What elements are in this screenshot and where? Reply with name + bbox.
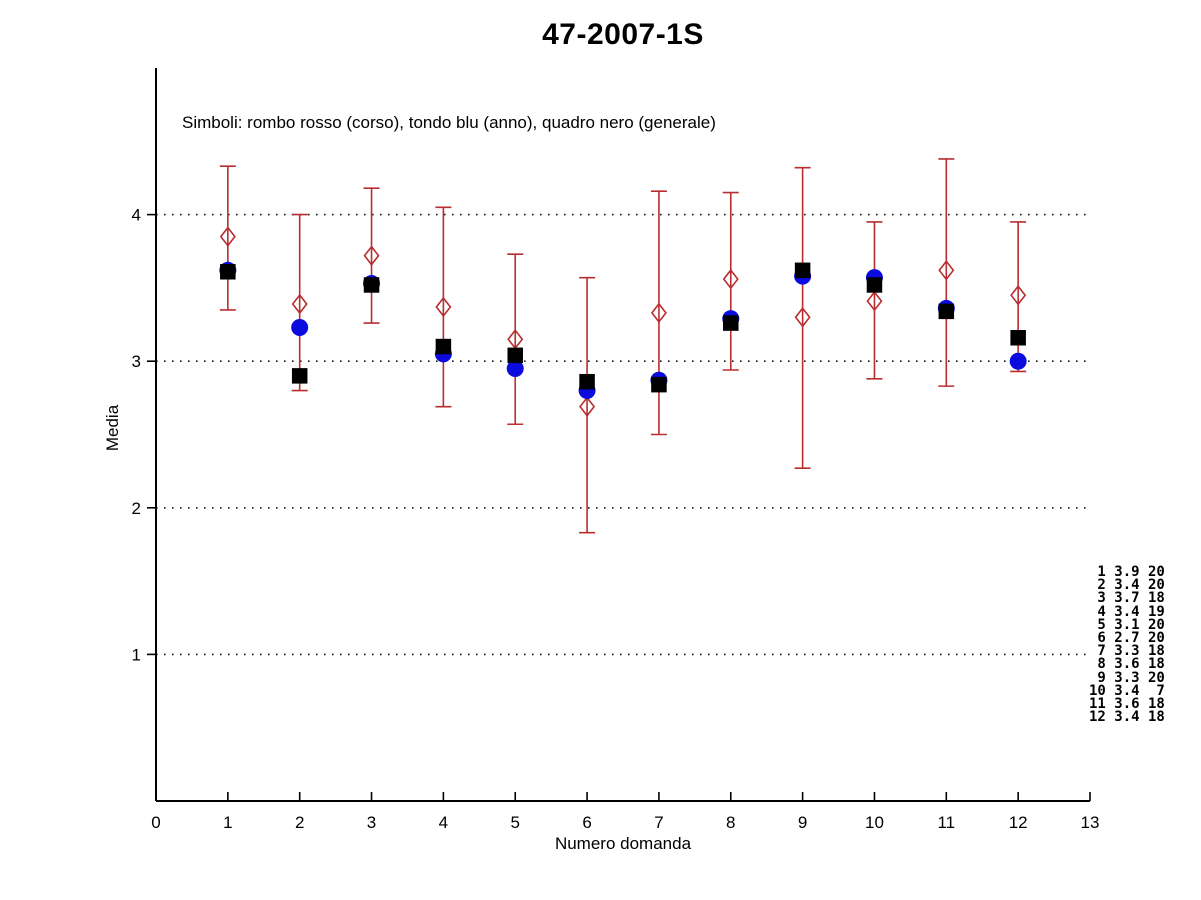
square-marker xyxy=(794,262,811,279)
square-marker xyxy=(938,303,955,320)
square-marker xyxy=(866,277,883,293)
x-tick-label: 11 xyxy=(937,813,955,832)
diamond-marker xyxy=(219,226,236,247)
square-marker xyxy=(291,368,308,384)
x-tick-label: 10 xyxy=(865,813,884,832)
diamond-marker xyxy=(435,296,452,318)
square-marker xyxy=(651,376,667,393)
x-tick-label: 5 xyxy=(510,813,519,832)
diamond-marker xyxy=(579,396,596,417)
chart-title: 47-2007-1S xyxy=(542,18,704,51)
x-tick-label: 2 xyxy=(295,813,304,832)
diamond-marker xyxy=(794,306,811,328)
x-tick-label: 7 xyxy=(654,813,663,832)
x-axis-label: Numero domanda xyxy=(554,834,692,853)
data-table: 1 3.9 20 2 3.4 20 3 3.7 18 4 3.4 19 5 3.… xyxy=(1089,564,1165,726)
square-marker xyxy=(435,338,452,355)
square-marker xyxy=(363,277,380,293)
x-tick-label: 8 xyxy=(726,813,735,832)
diamond-marker xyxy=(722,268,739,290)
diamond-marker xyxy=(1010,284,1027,306)
diamond-marker xyxy=(363,245,380,266)
circle-marker xyxy=(291,318,309,336)
x-tick-label: 12 xyxy=(1009,813,1028,832)
x-tick-label: 0 xyxy=(151,813,160,832)
square-marker xyxy=(1010,329,1026,346)
x-tick-label: 4 xyxy=(439,813,448,832)
circle-marker xyxy=(506,360,524,378)
circle-marker xyxy=(1009,352,1027,370)
square-marker xyxy=(507,347,523,364)
x-tick-label: 1 xyxy=(223,813,232,832)
legend-note: Simboli: rombo rosso (corso), tondo blu … xyxy=(182,113,716,132)
diamond-marker xyxy=(938,260,955,281)
x-tick-label: 3 xyxy=(367,813,376,832)
x-tick-label: 9 xyxy=(798,813,807,832)
diamond-marker xyxy=(650,302,667,324)
square-marker xyxy=(220,264,236,280)
x-tick-label: 13 xyxy=(1081,813,1100,832)
x-tick-label: 6 xyxy=(582,813,591,832)
diamond-marker xyxy=(866,290,883,312)
y-tick-label: 1 xyxy=(132,645,141,664)
square-marker xyxy=(723,315,739,331)
square-marker xyxy=(579,373,595,390)
y-tick-label: 2 xyxy=(132,499,141,518)
y-tick-label: 4 xyxy=(132,206,141,225)
diamond-marker xyxy=(291,293,308,315)
y-tick-label: 3 xyxy=(132,352,141,371)
